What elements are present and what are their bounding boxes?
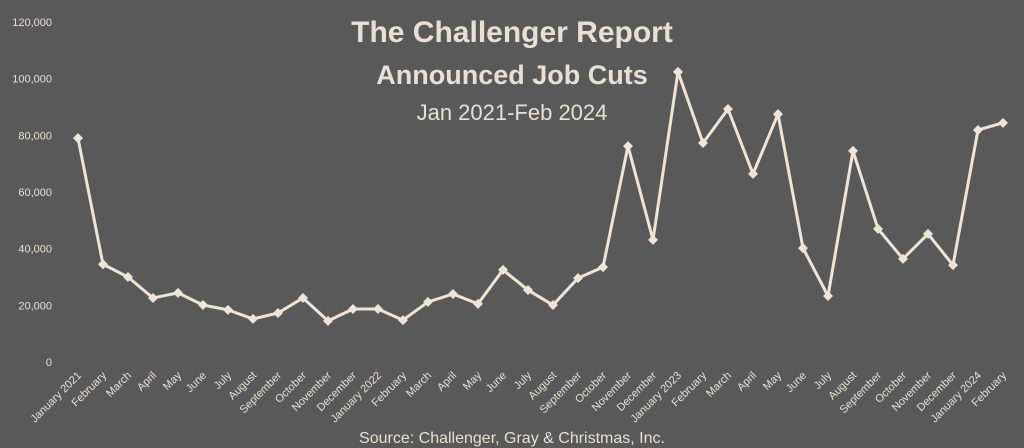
data-marker [73, 133, 83, 144]
data-marker [598, 262, 608, 273]
y-tick-label: 80,000 [18, 130, 52, 142]
data-marker [723, 103, 733, 114]
data-marker [623, 141, 633, 152]
data-marker [448, 289, 458, 299]
data-marker [773, 109, 783, 120]
data-marker [848, 145, 858, 156]
chart-subtitle: Announced Job Cuts [376, 60, 648, 90]
data-marker [973, 124, 983, 135]
data-marker [398, 315, 408, 326]
data-marker [323, 315, 333, 326]
data-marker [423, 296, 433, 307]
data-marker [673, 66, 683, 77]
data-marker [248, 313, 258, 324]
data-marker [273, 307, 283, 318]
data-marker [123, 272, 133, 282]
data-marker [898, 253, 908, 264]
data-marker [348, 304, 358, 315]
data-marker [823, 290, 833, 301]
data-marker [923, 228, 933, 239]
data-marker [573, 273, 583, 284]
data-marker [648, 234, 658, 245]
y-tick-label: 20,000 [18, 300, 52, 312]
y-tick-label: 0 [46, 357, 52, 369]
data-marker [998, 117, 1008, 128]
data-marker [373, 304, 383, 315]
y-tick-label: 40,000 [18, 244, 52, 256]
data-marker [523, 285, 533, 296]
data-marker [473, 298, 483, 309]
data-marker [198, 300, 208, 311]
data-marker [173, 287, 183, 298]
y-tick-label: 100,000 [12, 74, 52, 86]
data-marker [948, 260, 958, 271]
data-marker [548, 300, 558, 311]
data-marker [498, 264, 508, 275]
data-marker [298, 292, 308, 303]
y-tick-label: 120,000 [12, 17, 52, 29]
date-range: Jan 2021-Feb 2024 [417, 100, 608, 125]
chart-title: The Challenger Report [351, 16, 673, 49]
data-marker [223, 304, 233, 315]
data-marker [798, 243, 808, 254]
source-note: Source: Challenger, Gray & Christmas, In… [359, 430, 665, 447]
data-marker [748, 168, 758, 179]
data-marker [698, 137, 708, 148]
data-marker [148, 292, 158, 303]
data-line [76, 70, 1004, 323]
data-marker [873, 223, 883, 234]
y-tick-label: 60,000 [18, 187, 52, 199]
data-marker [98, 259, 108, 270]
